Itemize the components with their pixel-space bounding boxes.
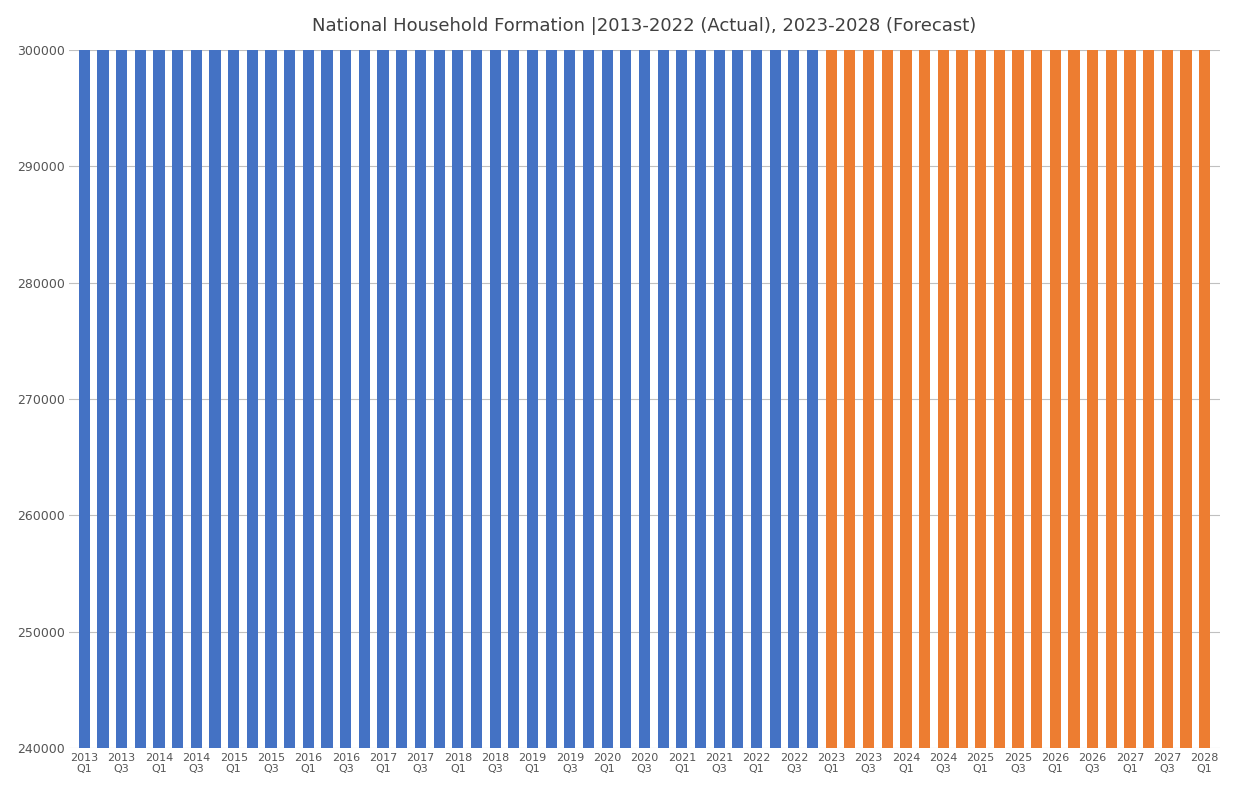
Bar xyxy=(98,0,109,747)
Bar xyxy=(452,0,463,747)
Bar xyxy=(863,0,874,747)
Bar xyxy=(789,0,800,747)
Bar xyxy=(359,0,370,747)
Bar xyxy=(1087,0,1098,747)
Bar xyxy=(695,0,706,747)
Bar xyxy=(303,0,314,747)
Bar xyxy=(191,0,202,747)
Bar xyxy=(135,0,146,747)
Bar xyxy=(1068,0,1080,747)
Bar xyxy=(994,0,1005,747)
Title: National Household Formation |2013-2022 (Actual), 2023-2028 (Forecast): National Household Formation |2013-2022 … xyxy=(312,17,977,35)
Bar xyxy=(246,0,258,747)
Bar xyxy=(527,0,539,747)
Bar xyxy=(470,0,482,747)
Bar xyxy=(639,0,650,747)
Bar xyxy=(546,0,557,747)
Bar xyxy=(565,0,576,747)
Bar xyxy=(396,0,407,747)
Bar xyxy=(172,0,183,747)
Bar xyxy=(508,0,520,747)
Bar xyxy=(976,0,987,747)
Bar xyxy=(1143,0,1154,747)
Bar xyxy=(583,0,594,747)
Bar xyxy=(1200,0,1211,747)
Bar xyxy=(713,0,724,747)
Bar xyxy=(751,0,763,747)
Bar xyxy=(657,0,669,747)
Bar xyxy=(285,0,296,747)
Bar xyxy=(1013,0,1024,747)
Bar xyxy=(919,0,930,747)
Bar xyxy=(676,0,687,747)
Bar xyxy=(956,0,968,747)
Bar xyxy=(228,0,239,747)
Bar xyxy=(1031,0,1042,747)
Bar xyxy=(1161,0,1172,747)
Bar xyxy=(1050,0,1061,747)
Bar xyxy=(378,0,389,747)
Bar xyxy=(79,0,90,747)
Bar xyxy=(415,0,426,747)
Bar xyxy=(881,0,893,747)
Bar xyxy=(154,0,165,747)
Bar xyxy=(620,0,631,747)
Bar xyxy=(265,0,276,747)
Bar xyxy=(489,0,500,747)
Bar xyxy=(826,0,837,747)
Bar xyxy=(900,0,911,747)
Bar xyxy=(1106,0,1117,747)
Bar xyxy=(1124,0,1135,747)
Bar xyxy=(433,0,444,747)
Bar xyxy=(340,0,352,747)
Bar xyxy=(116,0,128,747)
Bar xyxy=(322,0,333,747)
Bar xyxy=(732,0,744,747)
Bar xyxy=(1180,0,1192,747)
Bar xyxy=(770,0,781,747)
Bar xyxy=(807,0,818,747)
Bar xyxy=(844,0,855,747)
Bar xyxy=(209,0,220,747)
Bar xyxy=(602,0,613,747)
Bar xyxy=(937,0,948,747)
